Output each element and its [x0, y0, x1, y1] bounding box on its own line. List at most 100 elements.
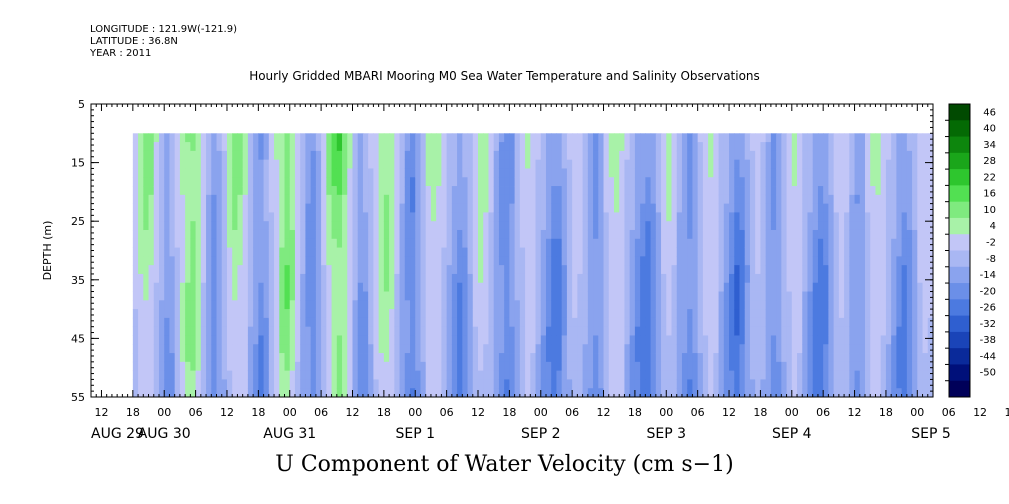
heatmap-cell	[268, 168, 275, 178]
heatmap-cell	[399, 133, 406, 143]
heatmap-cell	[802, 186, 809, 196]
heatmap-cell	[535, 229, 542, 240]
heatmap-cell	[634, 150, 641, 161]
heatmap-cell	[357, 335, 364, 345]
heatmap-cell	[655, 150, 662, 161]
heatmap-cell	[211, 177, 218, 187]
heatmap-cell	[300, 388, 307, 398]
heatmap-cell	[561, 291, 568, 301]
chart-title: Hourly Gridded MBARI Mooring M0 Sea Wate…	[249, 69, 760, 83]
heatmap-cell	[483, 265, 490, 275]
heatmap-cell	[859, 300, 866, 310]
heatmap-cell	[446, 159, 453, 169]
heatmap-cell	[420, 361, 427, 372]
heatmap-cell	[640, 229, 646, 240]
heatmap-cell	[587, 133, 594, 143]
heatmap-cell	[807, 168, 814, 178]
heatmap-cell	[619, 159, 626, 169]
heatmap-cell	[613, 142, 620, 152]
heatmap-cell	[446, 265, 453, 275]
heatmap-cell	[457, 361, 463, 372]
heatmap-cell	[912, 229, 918, 240]
heatmap-cell	[645, 194, 652, 205]
heatmap-cell	[368, 273, 375, 284]
heatmap-cell	[765, 291, 772, 301]
heatmap-cell	[687, 159, 694, 169]
heatmap-cell	[478, 256, 484, 266]
heatmap-cell	[697, 282, 704, 292]
heatmap-cell	[708, 177, 714, 187]
heatmap-cell	[258, 212, 265, 222]
heatmap-cell	[404, 317, 411, 328]
heatmap-cell	[755, 159, 762, 169]
heatmap-cell	[844, 282, 850, 292]
heatmap-cell	[190, 361, 197, 372]
heatmap-cell	[828, 212, 835, 222]
heatmap-cell	[200, 186, 207, 196]
heatmap-cell	[812, 238, 819, 248]
heatmap-cell	[593, 344, 599, 354]
heatmap-cell	[681, 282, 688, 292]
heatmap-cell	[498, 265, 505, 275]
heatmap-cell	[587, 203, 594, 213]
heatmap-cell	[493, 238, 500, 248]
heatmap-cell	[169, 388, 176, 398]
heatmap-cell	[289, 256, 296, 266]
heatmap-cell	[896, 142, 903, 152]
heatmap-cell	[817, 133, 824, 143]
heatmap-cell	[514, 212, 521, 222]
heatmap-cell	[723, 203, 730, 213]
heatmap-cell	[232, 361, 239, 372]
heatmap-cell	[577, 142, 584, 152]
heatmap-cell	[274, 282, 280, 292]
heatmap-cell	[514, 379, 521, 389]
heatmap-cell	[598, 265, 605, 275]
heatmap-cell	[708, 133, 714, 143]
heatmap-cell	[274, 388, 280, 398]
heatmap-cell	[138, 150, 144, 161]
heatmap-cell	[410, 361, 416, 372]
heatmap-cell	[441, 326, 448, 336]
heatmap-cell	[514, 300, 521, 310]
heatmap-cell	[451, 388, 458, 398]
heatmap-cell	[383, 291, 390, 301]
heatmap-cell	[336, 335, 343, 345]
heatmap-cell	[300, 186, 307, 196]
heatmap-cell	[844, 388, 850, 398]
heatmap-cell	[519, 256, 526, 266]
heatmap-cell	[498, 388, 505, 398]
heatmap-cell	[498, 309, 505, 319]
heatmap-cell	[425, 142, 432, 152]
heatmap-cell	[399, 335, 406, 345]
heatmap-cell	[410, 133, 416, 143]
heatmap-cell	[917, 388, 924, 398]
heatmap-cell	[556, 203, 563, 213]
heatmap-cell	[237, 361, 244, 372]
heatmap-cell	[734, 326, 741, 336]
heatmap-cell	[331, 300, 338, 310]
heatmap-cell	[362, 379, 369, 389]
heatmap-cell	[441, 186, 448, 196]
heatmap-cell	[870, 159, 877, 169]
heatmap-cell	[671, 133, 678, 143]
heatmap-cell	[587, 370, 594, 380]
heatmap-cell	[535, 309, 542, 319]
heatmap-cell	[765, 282, 772, 292]
heatmap-cell	[410, 256, 416, 266]
heatmap-cell	[169, 229, 176, 240]
heatmap-cell	[718, 361, 725, 372]
heatmap-cell	[488, 361, 495, 372]
heatmap-cell	[906, 159, 913, 169]
heatmap-cell	[896, 379, 903, 389]
heatmap-cell	[441, 159, 448, 169]
heatmap-cell	[488, 388, 495, 398]
heatmap-cell	[425, 212, 432, 222]
heatmap-cell	[723, 221, 730, 231]
heatmap-cell	[865, 212, 871, 222]
heatmap-cell	[498, 344, 505, 354]
heatmap-cell	[179, 309, 186, 319]
heatmap-cell	[551, 186, 558, 196]
heatmap-cell	[697, 370, 704, 380]
heatmap-cell	[744, 379, 751, 389]
heatmap-cell	[608, 361, 615, 372]
